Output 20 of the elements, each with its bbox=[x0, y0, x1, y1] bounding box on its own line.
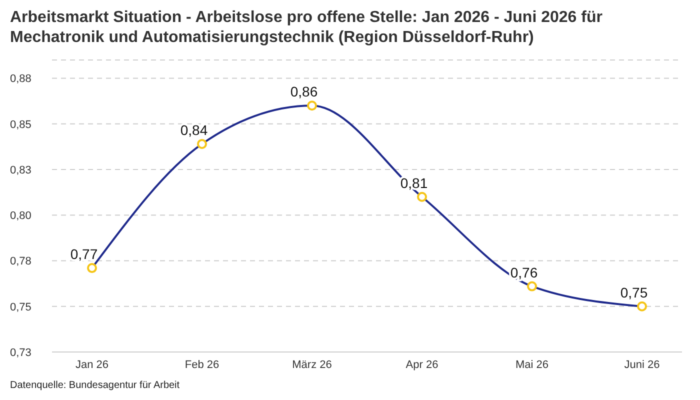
y-tick-label: 0,78 bbox=[10, 256, 32, 268]
y-tick-label: 0,88 bbox=[10, 73, 32, 86]
data-label: 0,76 bbox=[510, 264, 538, 280]
data-label: 0,84 bbox=[180, 122, 208, 138]
x-tick-label: Apr 26 bbox=[406, 358, 438, 371]
y-tick-label: 0,85 bbox=[10, 118, 32, 131]
x-tick-label: Feb 26 bbox=[184, 358, 220, 371]
y-tick-label: 0,83 bbox=[10, 164, 32, 176]
data-label: 0,86 bbox=[290, 84, 318, 100]
y-tick-label: 0,80 bbox=[10, 210, 32, 222]
y-tick-label: 0,75 bbox=[10, 301, 32, 314]
x-tick-label: Jan 26 bbox=[75, 358, 109, 371]
data-label: 0,75 bbox=[620, 284, 648, 300]
chart-title: Arbeitsmarkt Situation - Arbeitslose pro offene Stelle: Jan 2026 - Juni 2026 für Mechatronik und Automatisierungstechnik (Region Düsseldorf-Ruhr) bbox=[9, 8, 604, 48]
data-label: 0,77 bbox=[70, 246, 98, 262]
text: Datenquelle: Bundesagentur für Arbeit bbox=[9, 380, 181, 391]
x-tick-label: Juni 26 bbox=[624, 358, 660, 371]
x-tick-label: Mai 26 bbox=[515, 358, 549, 371]
y-tick-label: 0,73 bbox=[10, 346, 32, 359]
x-tick-label: März 26 bbox=[292, 358, 332, 371]
